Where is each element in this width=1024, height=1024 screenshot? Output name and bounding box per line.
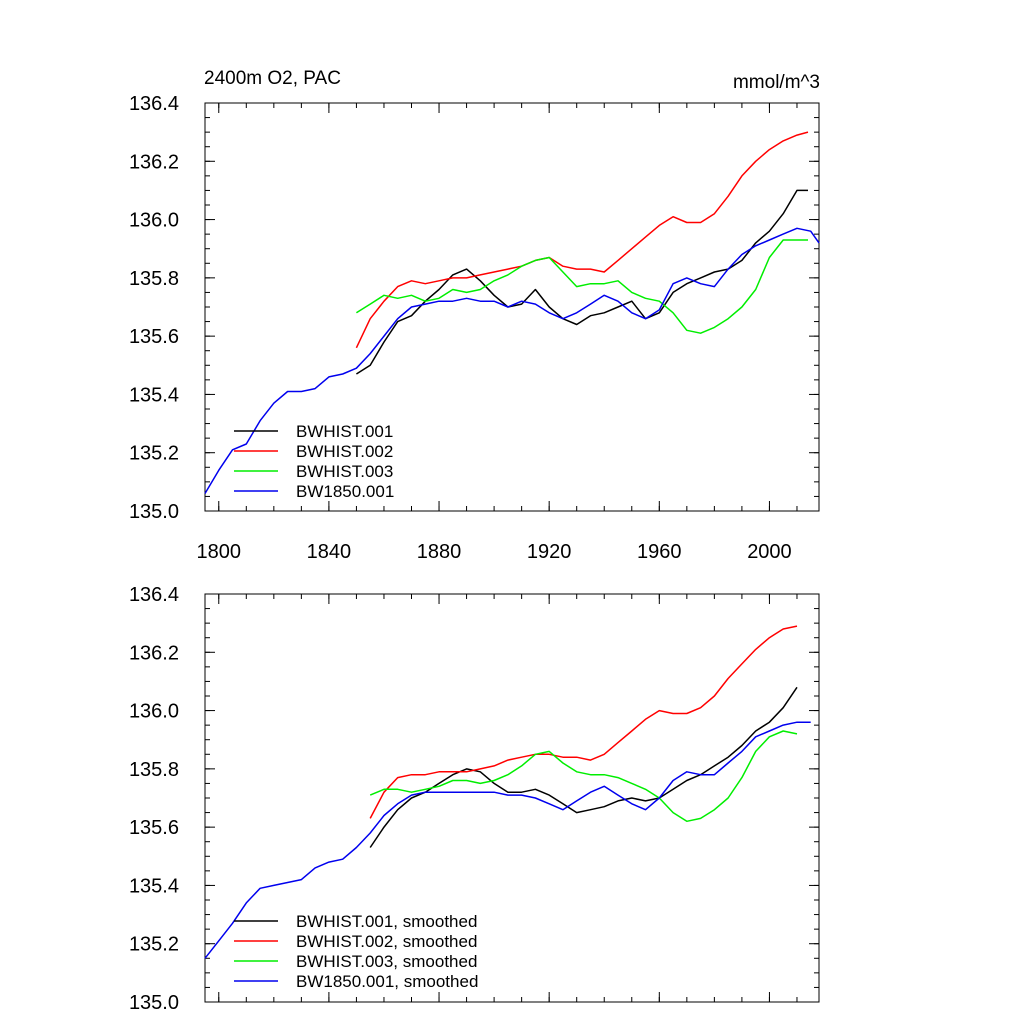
top-legend-label-2: BWHIST.002 — [296, 442, 393, 461]
top-series-group — [204, 131, 820, 494]
top-y-tick-label: 135.4 — [129, 384, 179, 406]
top-legend-label-4: BW1850.001 — [296, 482, 394, 501]
top-series-line-3 — [356, 239, 808, 334]
bottom-y-tick-label: 135.0 — [129, 992, 179, 1014]
top-legend-label-1: BWHIST.001 — [296, 422, 393, 441]
top-y-tick-label: 135.0 — [129, 501, 179, 523]
top-series-line-2 — [355, 131, 809, 349]
bottom-legend-label-3: BWHIST.003, smoothed — [296, 952, 477, 971]
top-y-tick-label: 135.6 — [129, 326, 179, 348]
bottom-legend-label-2: BWHIST.002, smoothed — [296, 932, 477, 951]
top-x-tick-label: 1840 — [307, 541, 352, 563]
top-x-tick-label: 2000 — [747, 541, 792, 563]
bottom-y-tick-label: 136.2 — [129, 642, 179, 664]
bottom-series-group — [204, 625, 811, 959]
bottom-series-line-3 — [369, 730, 798, 823]
top-series-line-1 — [356, 189, 808, 375]
bottom-y-tick-label: 135.2 — [129, 934, 179, 956]
bottom-y-tick-label: 135.6 — [129, 817, 179, 839]
bottom-panel: 135.0 135.2 135.4 135.6 135.8 136.0 136.2 136.4… — [129, 584, 820, 1014]
bottom-legend-label-4: BW1850.001, smoothed — [296, 972, 478, 991]
top-y-tick-label: 136.4 — [129, 93, 179, 115]
top-y-tick-label: 135.8 — [129, 268, 179, 290]
top-y-tick-label: 135.2 — [129, 443, 179, 465]
top-panel: 2400m O2, PAC mmol/m^3 135.0 135.2 135.4 13… — [129, 68, 820, 563]
top-x-tick-label: 1960 — [637, 541, 682, 563]
bottom-y-tick-label: 136.0 — [129, 701, 179, 723]
bottom-legend-label-1: BWHIST.001, smoothed — [296, 912, 477, 931]
bottom-series-line-4 — [204, 721, 811, 959]
bottom-series-line-1 — [369, 686, 798, 848]
top-series-line-4 — [204, 227, 820, 494]
bottom-y-tick-label: 136.4 — [129, 584, 179, 606]
bottom-y-tick-label: 135.8 — [129, 759, 179, 781]
top-y-tick-label: 136.0 — [129, 210, 179, 232]
top-x-tick-label: 1880 — [417, 541, 462, 563]
top-y-tick-label: 136.2 — [129, 151, 179, 173]
top-panel-title: 2400m O2, PAC — [204, 68, 341, 89]
bottom-y-tick-label: 135.4 — [129, 875, 179, 897]
top-x-tick-label: 1920 — [527, 541, 572, 563]
bottom-series-line-2 — [369, 625, 798, 819]
top-panel-units: mmol/m^3 — [733, 72, 820, 93]
top-legend-label-3: BWHIST.003 — [296, 462, 393, 481]
top-x-tick-label: 1800 — [197, 541, 242, 563]
